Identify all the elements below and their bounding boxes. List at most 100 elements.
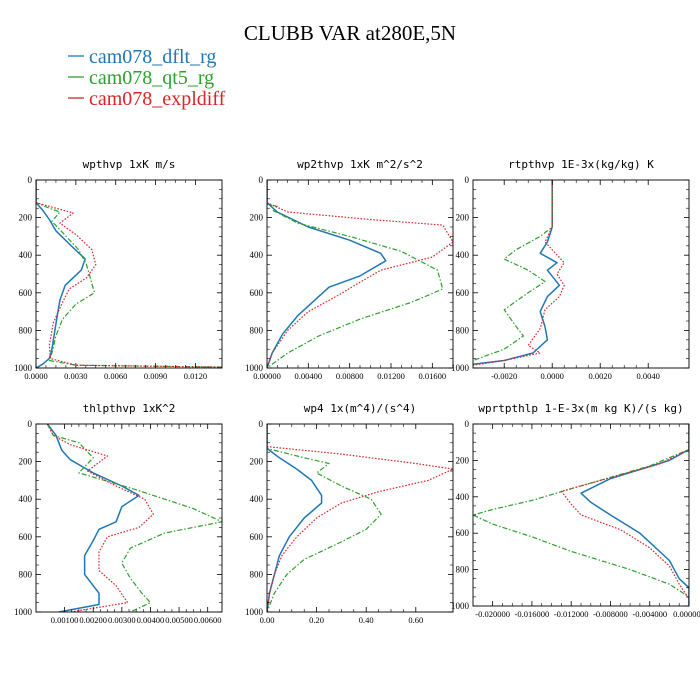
xtick-label-0-1: 0.0030 bbox=[64, 371, 87, 381]
ytick-label-0-4: 800 bbox=[19, 325, 33, 335]
legend-entry-1: cam078_qt5_rg bbox=[68, 67, 214, 89]
legend-label-2: cam078_expldiff bbox=[89, 88, 226, 110]
panel-title-1: wp2thvp 1xK m^2/s^2 bbox=[297, 158, 423, 171]
panel-series-0 bbox=[36, 180, 222, 368]
xtick-label-2-2: 0.0020 bbox=[589, 371, 612, 381]
series-line-0-0 bbox=[36, 180, 86, 368]
series-line-1-0 bbox=[267, 180, 387, 368]
panel-series-3 bbox=[46, 424, 222, 612]
ytick-label-2-2: 400 bbox=[456, 250, 470, 260]
panel-title-0: wpthvp 1xK m/s bbox=[83, 158, 176, 171]
xtick-label-3-5: 0.00600 bbox=[194, 615, 222, 625]
ytick-label-4-0: 0 bbox=[259, 419, 264, 429]
series-line-1-1 bbox=[267, 180, 444, 368]
panel-title-5: wprtpthlp 1-E-3x(m kg K)/(s kg) bbox=[478, 402, 683, 415]
ytick-label-4-1: 200 bbox=[250, 457, 264, 467]
panel-title-2: rtpthvp 1E-3x(kg/kg) K bbox=[508, 158, 654, 171]
ytick-label-1-2: 400 bbox=[250, 250, 264, 260]
ytick-label-5-2: 400 bbox=[456, 492, 470, 502]
series-line-0-2 bbox=[36, 180, 222, 368]
legend: cam078_dflt_rg cam078_qt5_rg cam078_expl… bbox=[68, 46, 226, 110]
panel-series-1 bbox=[267, 180, 453, 368]
xtick-label-1-4: 0.01600 bbox=[419, 371, 447, 381]
series-line-4-1 bbox=[267, 424, 382, 612]
ytick-label-0-3: 600 bbox=[19, 288, 33, 298]
xtick-label-3-1: 0.00200 bbox=[79, 615, 107, 625]
ytick-label-1-4: 800 bbox=[250, 325, 264, 335]
series-line-3-1 bbox=[46, 424, 222, 612]
xtick-label-4-1: 0.20 bbox=[309, 615, 324, 625]
ytick-label-5-5: 1000 bbox=[451, 601, 470, 611]
legend-label-0: cam078_dflt_rg bbox=[89, 46, 216, 68]
ytick-label-4-3: 600 bbox=[250, 532, 264, 542]
ytick-label-0-2: 400 bbox=[19, 250, 33, 260]
panel-title-3: thlpthvp 1xK^2 bbox=[83, 402, 176, 415]
series-line-3-2 bbox=[46, 424, 154, 612]
ytick-label-1-0: 0 bbox=[259, 175, 264, 185]
xtick-label-1-0: 0.00000 bbox=[253, 371, 281, 381]
figure-title: CLUBB VAR at280E,5N bbox=[244, 21, 456, 45]
panel-1: wp2thvp 1xK m^2/s^2020040060080010000.00… bbox=[245, 158, 454, 381]
xtick-label-5-3: -0.008000 bbox=[593, 609, 628, 619]
legend-entry-0: cam078_dflt_rg bbox=[68, 46, 216, 68]
panel-2: rtpthvp 1E-3x(kg/kg) K 0 200 400 600 800 1000 -… bbox=[451, 158, 690, 381]
ytick-label-2-0: 0 bbox=[465, 175, 470, 185]
xtick-label-0-2: 0.0060 bbox=[104, 371, 127, 381]
ytick-label-3-3: 600 bbox=[19, 532, 33, 542]
plot-frame-5 bbox=[472, 423, 690, 607]
series-line-5-0 bbox=[580, 424, 689, 606]
series-line-5-2 bbox=[560, 424, 689, 606]
xtick-label-1-2: 0.00800 bbox=[336, 371, 364, 381]
xtick-label-3-0: 0.00100 bbox=[51, 615, 79, 625]
ytick-label-2-1: 200 bbox=[456, 213, 470, 223]
ytick-label-5-1: 200 bbox=[456, 455, 470, 465]
series-line-2-2 bbox=[473, 180, 565, 366]
plot-frame-4 bbox=[266, 423, 454, 613]
ytick-label-1-5: 1000 bbox=[245, 363, 264, 373]
ytick-label-4-4: 800 bbox=[250, 569, 264, 579]
ytick-label-2-5: 1000 bbox=[451, 363, 470, 373]
panel-series-2 bbox=[473, 180, 565, 366]
plot-frame-2 bbox=[472, 179, 690, 369]
ytick-label-4-2: 400 bbox=[250, 494, 264, 504]
ytick-label-3-1: 200 bbox=[19, 457, 33, 467]
xtick-label-4-0: 0.00 bbox=[260, 615, 275, 625]
ytick-label-5-0: 0 bbox=[465, 419, 470, 429]
ytick-label-0-5: 1000 bbox=[14, 363, 33, 373]
series-line-3-0 bbox=[46, 424, 140, 612]
xtick-label-2-3: 0.0040 bbox=[637, 371, 660, 381]
xtick-label-3-3: 0.00400 bbox=[137, 615, 165, 625]
xtick-label-5-2: -0.012000 bbox=[554, 609, 589, 619]
plot-frame-1 bbox=[266, 179, 454, 369]
xtick-label-4-2: 0.40 bbox=[359, 615, 374, 625]
ytick-label-0-1: 200 bbox=[19, 213, 33, 223]
panel-title-4: wp4 1x(m^4)/(s^4) bbox=[304, 402, 417, 415]
xtick-label-5-0: -0.020000 bbox=[475, 609, 510, 619]
series-line-0-1 bbox=[36, 180, 222, 368]
panel-series-4 bbox=[267, 424, 453, 612]
series-line-4-2 bbox=[267, 424, 453, 612]
plot-frame-0 bbox=[35, 179, 223, 369]
xtick-label-3-2: 0.00300 bbox=[108, 615, 136, 625]
series-line-4-0 bbox=[267, 424, 323, 612]
series-line-5-1 bbox=[473, 424, 689, 606]
ytick-label-1-1: 200 bbox=[250, 213, 264, 223]
ytick-label-5-4: 800 bbox=[456, 565, 470, 575]
ytick-label-5-3: 600 bbox=[456, 528, 470, 538]
legend-label-1: cam078_qt5_rg bbox=[89, 67, 214, 89]
xtick-label-2-0: -0.0020 bbox=[491, 371, 517, 381]
ytick-label-0-0: 0 bbox=[28, 175, 33, 185]
xtick-label-5-4: -0.004000 bbox=[632, 609, 667, 619]
series-line-1-2 bbox=[267, 180, 453, 368]
legend-entry-2: cam078_expldiff bbox=[68, 88, 226, 110]
ytick-label-3-2: 400 bbox=[19, 494, 33, 504]
series-line-2-1 bbox=[473, 180, 553, 362]
ytick-label-4-5: 1000 bbox=[245, 607, 264, 617]
ytick-label-2-3: 600 bbox=[456, 288, 470, 298]
xtick-label-1-3: 0.01200 bbox=[377, 371, 405, 381]
